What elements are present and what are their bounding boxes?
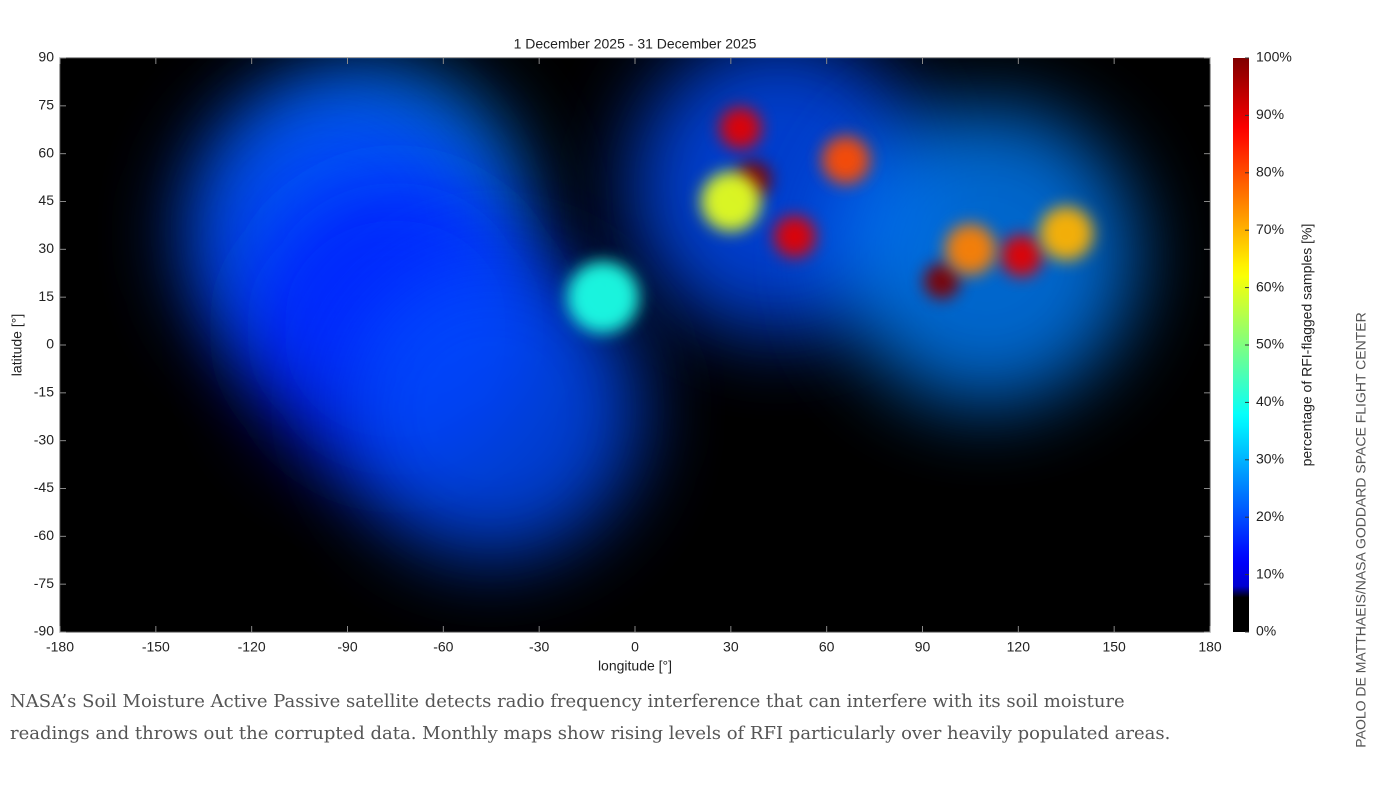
x-tick-label: -30 [529, 639, 549, 655]
colorbar-tick-label: 90% [1256, 106, 1284, 122]
y-tick-label: -15 [34, 384, 54, 400]
chart-title: 1 December 2025 - 31 December 2025 [514, 36, 757, 52]
y-tick-label: 45 [38, 192, 54, 208]
colorbar-tick-label: 40% [1256, 393, 1284, 409]
x-tick-label: 90 [915, 639, 931, 655]
rfi-hotspot [773, 215, 816, 258]
x-tick-label: 120 [1007, 639, 1031, 655]
rfi-hotspot [1000, 234, 1043, 277]
colorbar [1233, 58, 1249, 632]
rfi-hotspot [719, 107, 762, 150]
colorbar-tick-label: 30% [1256, 451, 1284, 467]
y-tick-label: -75 [34, 575, 54, 591]
colorbar-tick-label: 70% [1256, 221, 1284, 237]
y-tick-label: -60 [34, 527, 54, 543]
rfi-hotspot [821, 136, 870, 185]
y-tick-label: 90 [38, 49, 54, 65]
y-tick-label: 30 [38, 240, 54, 256]
x-tick-label: -120 [238, 639, 266, 655]
x-tick-label: 60 [819, 639, 835, 655]
rfi-hotspot [341, 258, 642, 559]
x-tick-label: 180 [1198, 639, 1222, 655]
y-tick-label: 75 [38, 97, 54, 113]
rfi-hotspot [923, 263, 960, 300]
credit: PAOLO DE MATTHAEIS/NASA GODDARD SPACE FL… [1353, 312, 1369, 747]
caption-line: NASA’s Soil Moisture Active Passive sate… [10, 691, 1125, 712]
y-tick-label: 0 [46, 336, 54, 352]
x-tick-label: -180 [46, 639, 74, 655]
colorbar-label: percentage of RFI-flagged samples [%] [1299, 224, 1315, 467]
rfi-hotspot [567, 261, 640, 334]
rfi-hotspot [700, 171, 761, 232]
y-tick-label: -90 [34, 623, 54, 639]
y-tick-label: -45 [34, 479, 54, 495]
x-tick-label: -60 [433, 639, 453, 655]
hotspots [181, 58, 1137, 559]
x-tick-label: 0 [631, 639, 639, 655]
rfi-hotspot [944, 223, 996, 275]
x-tick-label: 30 [723, 639, 739, 655]
rfi-hotspot [1039, 206, 1094, 261]
colorbar-tick-label: 80% [1256, 164, 1284, 180]
colorbar-tick-label: 10% [1256, 565, 1284, 581]
colorbar-tick-label: 60% [1256, 278, 1284, 294]
y-tick-label: -30 [34, 431, 54, 447]
x-tick-label: -90 [337, 639, 357, 655]
x-tick-label: 150 [1102, 639, 1126, 655]
caption-line: readings and throws out the corrupted da… [10, 723, 1170, 744]
colorbar-tick-label: 20% [1256, 508, 1284, 524]
x-tick-label: -150 [142, 639, 170, 655]
y-tick-label: 60 [38, 144, 54, 160]
colorbar-tick-label: 50% [1256, 336, 1284, 352]
colorbar-tick-label: 0% [1256, 623, 1276, 639]
y-axis-label: latitude [°] [9, 314, 25, 376]
y-tick-label: 15 [38, 288, 54, 304]
colorbar-tick-label: 100% [1256, 49, 1292, 65]
x-axis-label: longitude [°] [598, 658, 672, 674]
